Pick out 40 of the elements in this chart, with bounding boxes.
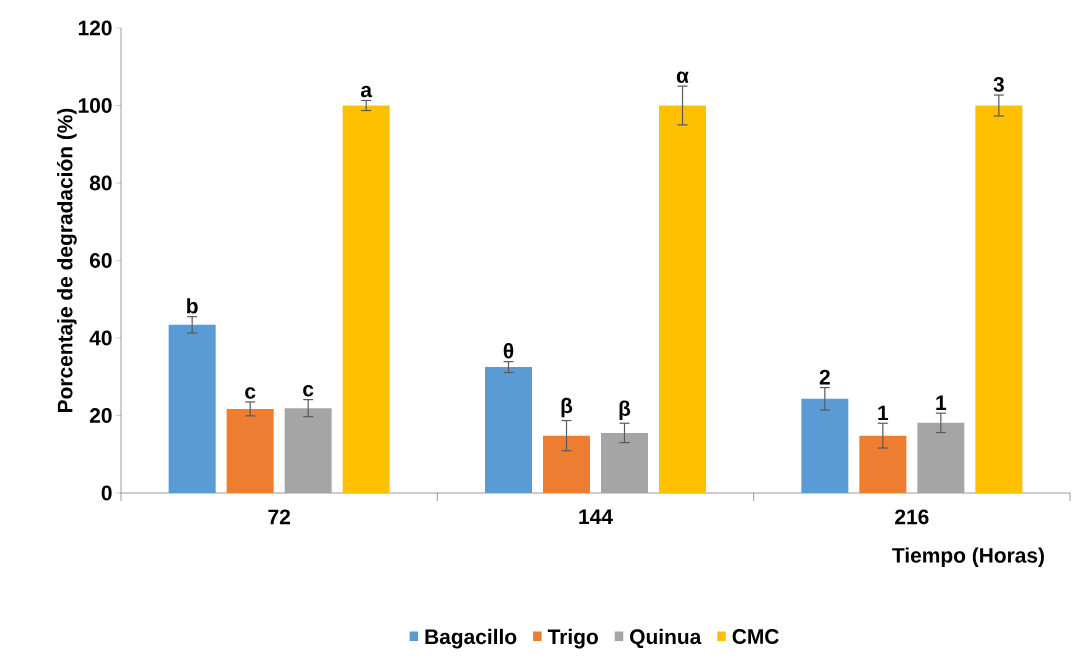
- annotation: 1: [936, 395, 947, 410]
- bar: [917, 422, 965, 493]
- bar: [801, 398, 849, 493]
- legend-label: Quinua: [630, 628, 702, 649]
- annotation: α: [676, 71, 689, 83]
- annotation: b: [187, 298, 198, 314]
- bar: [226, 408, 274, 493]
- legend-label: Trigo: [547, 628, 598, 649]
- x-tick-label: 144: [579, 509, 613, 524]
- x-tick-label: 216: [895, 509, 929, 525]
- y-tick-label: 100: [78, 98, 112, 113]
- bar: [975, 105, 1023, 493]
- y-tick-label: 60: [89, 253, 112, 268]
- bar: [342, 105, 390, 493]
- annotation: a: [360, 85, 373, 98]
- legend-label: Bagacillo: [425, 628, 517, 649]
- bar: [284, 408, 332, 493]
- bar: [859, 435, 907, 493]
- annotation: θ: [503, 343, 514, 359]
- x-tick-label: 72: [268, 509, 290, 525]
- annotation: c: [303, 384, 314, 397]
- bar: [485, 367, 532, 493]
- legend-label: CMC: [732, 629, 779, 644]
- y-axis-title: Porcentaje de degradación (%): [56, 108, 77, 412]
- annotation: β: [619, 400, 631, 421]
- bar: [659, 105, 707, 493]
- y-tick-label: 40: [89, 330, 112, 346]
- x-axis-title: Tiempo (Horas): [892, 547, 1044, 567]
- annotation: 2: [819, 369, 830, 385]
- annotation: 1: [878, 405, 889, 421]
- annotation: 3: [993, 76, 1004, 92]
- bar: [543, 435, 590, 493]
- y-tick-label: 80: [89, 175, 112, 191]
- y-tick-label: 20: [89, 408, 112, 423]
- annotation: β: [561, 397, 573, 418]
- bar: [601, 432, 649, 493]
- annotation: c: [245, 387, 256, 399]
- y-tick-label: 120: [78, 20, 112, 36]
- y-tick-label: 0: [101, 485, 112, 501]
- bar: [168, 324, 216, 493]
